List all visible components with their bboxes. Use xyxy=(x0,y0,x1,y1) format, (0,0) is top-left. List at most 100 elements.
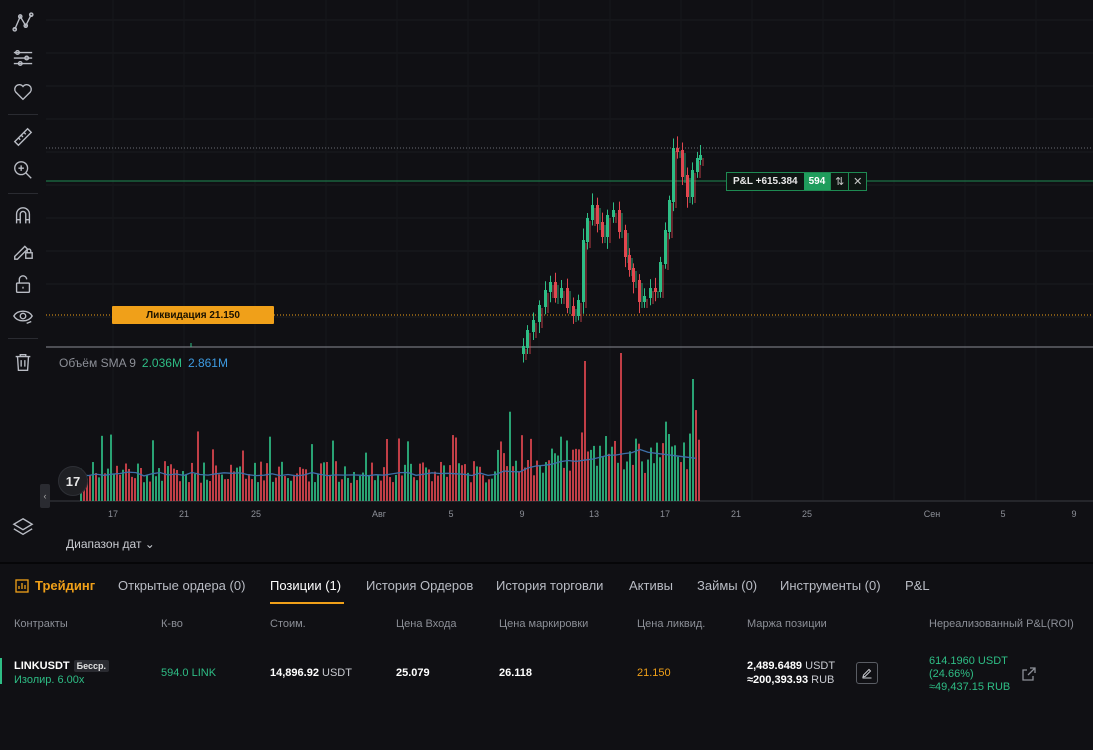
x-tick-label: 25 xyxy=(250,509,262,519)
volume-bar xyxy=(224,479,226,501)
volume-bar xyxy=(254,462,256,501)
volume-bar xyxy=(113,474,115,501)
volume-bar xyxy=(476,466,478,501)
position-value-unit: USDT xyxy=(322,667,352,679)
share-external-icon[interactable] xyxy=(1021,666,1037,682)
chevron-down-icon: ⌄ xyxy=(144,537,155,551)
panel-divider[interactable] xyxy=(0,562,1093,564)
volume-bar xyxy=(233,471,235,501)
volume-bar xyxy=(695,410,697,501)
header-mark-price[interactable]: Цена маркировки xyxy=(499,618,589,630)
volume-bar xyxy=(563,467,565,501)
volume-bar xyxy=(599,445,601,501)
volume-bar xyxy=(350,482,352,501)
tab-pnl[interactable]: P&L xyxy=(905,578,930,593)
volume-bar xyxy=(332,440,334,501)
volume-bar xyxy=(167,466,169,501)
volume-bar xyxy=(620,353,622,501)
volume-bar xyxy=(347,477,349,501)
tab-trading[interactable]: Трейдинг xyxy=(15,578,95,593)
volume-bar xyxy=(206,479,208,501)
margin-mode[interactable]: Изолир. 6.00x xyxy=(14,674,85,686)
layers-icon[interactable] xyxy=(11,515,35,539)
price-chart[interactable]: Ликвидация 21.150 P&L +615.384 594 ⇅ ✕ О… xyxy=(40,0,1093,560)
volume-bar xyxy=(179,481,181,501)
header-qty[interactable]: К-во xyxy=(161,618,183,630)
drawing-toolbar xyxy=(0,0,46,560)
position-pnl-widget[interactable]: P&L +615.384 594 ⇅ ✕ xyxy=(726,172,868,191)
lock-drawing-icon[interactable] xyxy=(11,238,35,262)
collapse-toolbar-button[interactable]: ‹ xyxy=(40,484,50,508)
volume-legend[interactable]: Объём SMA 9 2.036M 2.861M xyxy=(59,356,228,370)
volume-bar xyxy=(593,445,595,501)
x-tick-label: 9 xyxy=(1071,509,1077,519)
tab-open-orders[interactable]: Открытые ордера (0) xyxy=(118,578,246,593)
header-contracts[interactable]: Контракты xyxy=(14,618,68,630)
volume-bar xyxy=(401,475,403,501)
tab-trade-history[interactable]: История торговли xyxy=(496,578,604,593)
unrealized-pnl-usdt: 614.1960 USDT xyxy=(929,655,1008,667)
volume-bar xyxy=(506,466,508,501)
header-entry-price[interactable]: Цена Входа xyxy=(396,618,457,630)
volume-bar xyxy=(170,464,172,501)
zoom-in-icon[interactable] xyxy=(11,158,35,182)
header-margin[interactable]: Маржа позиции xyxy=(747,618,827,630)
volume-bar xyxy=(161,480,163,501)
volume-bar xyxy=(269,436,271,501)
tab-order-history[interactable]: История Ордеров xyxy=(366,578,474,593)
trash-icon[interactable] xyxy=(11,350,35,374)
magnet-icon[interactable] xyxy=(11,204,35,228)
tradingview-logo[interactable]: 17 xyxy=(58,466,88,496)
tab-tools[interactable]: Инструменты (0) xyxy=(780,578,881,593)
ruler-icon[interactable] xyxy=(11,125,35,149)
volume-bar xyxy=(524,467,526,501)
eye-icon[interactable] xyxy=(11,304,35,328)
unlock-icon[interactable] xyxy=(11,272,35,296)
volume-bar xyxy=(572,449,574,501)
volume-bar xyxy=(188,482,190,501)
volume-bar xyxy=(164,461,166,501)
margin-rub: ≈200,393.93 RUB xyxy=(747,674,834,686)
volume-bar xyxy=(431,481,433,501)
trend-line-icon[interactable] xyxy=(11,10,35,34)
volume-bar xyxy=(425,467,427,501)
indicator-list-icon[interactable] xyxy=(11,46,35,70)
candlestick-chart-canvas[interactable] xyxy=(46,0,1093,560)
x-tick-label: 9 xyxy=(519,509,525,519)
candle-body xyxy=(628,255,631,270)
edit-margin-button[interactable] xyxy=(856,662,878,684)
tab-positions[interactable]: Позиции (1) xyxy=(270,578,342,593)
contract-cell[interactable]: LINKUSDT Бесср. xyxy=(14,660,109,672)
symbol[interactable]: LINKUSDT xyxy=(14,660,70,672)
tab-loans[interactable]: Займы (0) xyxy=(697,578,758,593)
position-row[interactable]: LINKUSDT Бесср. Изолир. 6.00x 594.0 LINK … xyxy=(0,650,1093,700)
volume-bar xyxy=(395,474,397,501)
volume-bar xyxy=(371,462,373,501)
volume-value: 2.036M xyxy=(141,356,182,370)
volume-bar xyxy=(281,461,283,501)
candle-body xyxy=(676,148,679,152)
volume-bar xyxy=(608,453,610,501)
favorites-heart-icon[interactable] xyxy=(11,80,35,104)
volume-bar xyxy=(230,464,232,501)
volume-bar xyxy=(680,462,682,501)
date-range-dropdown[interactable]: Диапазон дат ⌄ xyxy=(66,537,155,551)
volume-bar xyxy=(635,438,637,501)
volume-bar xyxy=(323,462,325,501)
candle-body xyxy=(672,148,675,202)
volume-bar xyxy=(146,475,148,501)
header-unrealized-pnl[interactable]: Нереализованный P&L(ROI) xyxy=(929,618,1074,630)
volume-bar xyxy=(140,467,142,501)
tab-assets[interactable]: Активы xyxy=(629,578,673,593)
candle-body xyxy=(596,205,599,224)
header-liq-price[interactable]: Цена ликвид. xyxy=(637,618,706,630)
close-icon[interactable]: ✕ xyxy=(848,173,866,190)
volume-bar xyxy=(218,474,220,501)
volume-bar xyxy=(446,476,448,501)
header-value[interactable]: Стоим. xyxy=(270,618,306,630)
volume-bar xyxy=(617,462,619,501)
swap-arrows-icon[interactable]: ⇅ xyxy=(830,173,848,190)
volume-bar xyxy=(215,465,217,501)
x-tick-label: 5 xyxy=(1000,509,1006,519)
volume-bar xyxy=(626,461,628,501)
